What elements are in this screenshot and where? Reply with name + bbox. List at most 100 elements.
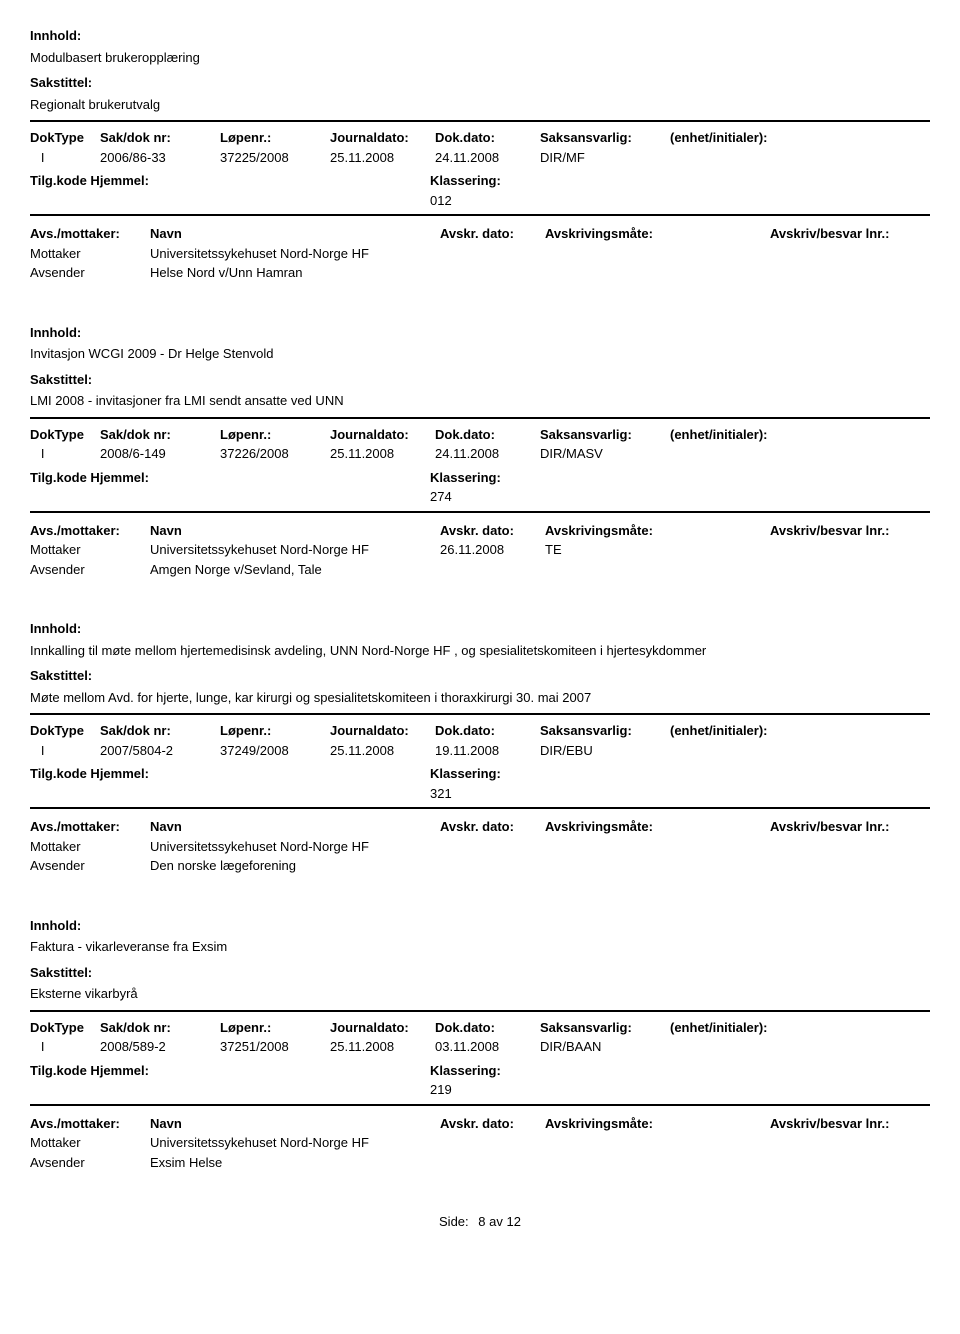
party-role: Mottaker <box>30 540 150 560</box>
journaldato-value: 25.11.2008 <box>330 444 435 464</box>
saksansvarlig-value: DIR/MASV <box>540 444 670 464</box>
sakstittel-value: LMI 2008 - invitasjoner fra LMI sendt an… <box>30 391 930 411</box>
innhold-label: Innhold: <box>30 323 930 343</box>
enhet-header: (enhet/initialer): <box>670 721 830 741</box>
doktype-header: DokType <box>30 721 100 741</box>
innhold-label: Innhold: <box>30 619 930 639</box>
party-role: Mottaker <box>30 837 150 857</box>
meta-header: DokTypeSak/dok nr:Løpenr.:Journaldato:Do… <box>30 721 930 741</box>
divider <box>30 1010 930 1012</box>
sakstittel-label: Sakstittel: <box>30 963 930 983</box>
enhet-header: (enhet/initialer): <box>670 425 830 445</box>
doktype-value: I <box>30 741 100 761</box>
sakdok-value: 2008/589-2 <box>100 1037 220 1057</box>
dokdato-value: 03.11.2008 <box>435 1037 540 1057</box>
lopenr-header: Løpenr.: <box>220 128 330 148</box>
party-role: Mottaker <box>30 1133 150 1153</box>
footer-side-label: Side: <box>439 1214 469 1229</box>
tilgkode-label: Tilg.kode Hjemmel: <box>30 1061 430 1081</box>
party-avskrdato <box>440 263 545 283</box>
party-avskrdato <box>440 1153 545 1173</box>
dokdato-value: 19.11.2008 <box>435 741 540 761</box>
innhold-label: Innhold: <box>30 26 930 46</box>
avsmottaker-header: Avs./mottaker: <box>30 817 150 837</box>
avskrivningsmate-header: Avskrivingsmåte: <box>545 521 695 541</box>
tilgkode-label: Tilg.kode Hjemmel: <box>30 171 430 191</box>
party-header: Avs./mottaker:NavnAvskr. dato:Avskriving… <box>30 521 930 541</box>
party-row: AvsenderExsim Helse <box>30 1153 930 1173</box>
avsmottaker-header: Avs./mottaker: <box>30 1114 150 1134</box>
journaldato-header: Journaldato: <box>330 425 435 445</box>
footer-page: 8 <box>478 1214 485 1229</box>
dokdato-value: 24.11.2008 <box>435 148 540 168</box>
klassering-label: Klassering: <box>430 764 501 784</box>
saksansvarlig-header: Saksansvarlig: <box>540 425 670 445</box>
lopenr-header: Løpenr.: <box>220 425 330 445</box>
avskrivningsmate-header: Avskrivingsmåte: <box>545 817 695 837</box>
sakstittel-value: Regionalt brukerutvalg <box>30 95 930 115</box>
sakstittel-label: Sakstittel: <box>30 73 930 93</box>
tilgkode-row: Tilg.kode Hjemmel:Klassering: <box>30 764 930 784</box>
sakdok-header: Sak/dok nr: <box>100 425 220 445</box>
party-header: Avs./mottaker:NavnAvskr. dato:Avskriving… <box>30 1114 930 1134</box>
divider <box>30 1104 930 1106</box>
party-navn: Helse Nord v/Unn Hamran <box>150 263 440 283</box>
avskrivbesvar-header: Avskriv/besvar lnr.: <box>770 224 930 244</box>
party-role: Avsender <box>30 1153 150 1173</box>
lopenr-value: 37226/2008 <box>220 444 330 464</box>
party-role: Avsender <box>30 856 150 876</box>
divider <box>30 713 930 715</box>
enhet-header: (enhet/initialer): <box>670 1018 830 1038</box>
party-navn: Universitetssykehuset Nord-Norge HF <box>150 1133 440 1153</box>
innhold-value: Modulbasert brukeropplæring <box>30 48 930 68</box>
sakdok-header: Sak/dok nr: <box>100 721 220 741</box>
klassering-label: Klassering: <box>430 171 501 191</box>
saksansvarlig-header: Saksansvarlig: <box>540 128 670 148</box>
dokdato-header: Dok.dato: <box>435 721 540 741</box>
saksansvarlig-header: Saksansvarlig: <box>540 1018 670 1038</box>
footer-av-label: av <box>489 1214 506 1229</box>
journal-record: Innhold:Invitasjon WCGI 2009 - Dr Helge … <box>30 323 930 580</box>
avskrdato-header: Avskr. dato: <box>440 521 545 541</box>
page-footer: Side: 8 av 12 <box>30 1212 930 1232</box>
innhold-value: Invitasjon WCGI 2009 - Dr Helge Stenvold <box>30 344 930 364</box>
party-avskrmate: TE <box>545 540 695 560</box>
meta-row: I2006/86-3337225/200825.11.200824.11.200… <box>30 148 930 168</box>
klassering-value: 321 <box>430 784 930 804</box>
avskrivbesvar-header: Avskriv/besvar lnr.: <box>770 817 930 837</box>
party-avskrmate <box>545 560 695 580</box>
dokdato-header: Dok.dato: <box>435 1018 540 1038</box>
party-row: AvsenderAmgen Norge v/Sevland, Tale <box>30 560 930 580</box>
sakstittel-label: Sakstittel: <box>30 370 930 390</box>
avskrdato-header: Avskr. dato: <box>440 224 545 244</box>
tilgkode-row: Tilg.kode Hjemmel:Klassering: <box>30 1061 930 1081</box>
party-navn: Exsim Helse <box>150 1153 440 1173</box>
dokdato-header: Dok.dato: <box>435 425 540 445</box>
meta-header: DokTypeSak/dok nr:Løpenr.:Journaldato:Do… <box>30 128 930 148</box>
sakdok-value: 2006/86-33 <box>100 148 220 168</box>
lopenr-header: Løpenr.: <box>220 1018 330 1038</box>
klassering-value: 274 <box>430 487 930 507</box>
party-avskrmate <box>545 1133 695 1153</box>
sakdok-header: Sak/dok nr: <box>100 1018 220 1038</box>
party-header: Avs./mottaker:NavnAvskr. dato:Avskriving… <box>30 817 930 837</box>
tilgkode-row: Tilg.kode Hjemmel:Klassering: <box>30 468 930 488</box>
navn-header: Navn <box>150 224 440 244</box>
meta-row: I2008/589-237251/200825.11.200803.11.200… <box>30 1037 930 1057</box>
sakstittel-value: Eksterne vikarbyrå <box>30 984 930 1004</box>
journal-record: Innhold:Innkalling til møte mellom hjert… <box>30 619 930 876</box>
meta-row: I2008/6-14937226/200825.11.200824.11.200… <box>30 444 930 464</box>
footer-total: 12 <box>507 1214 521 1229</box>
party-navn: Universitetssykehuset Nord-Norge HF <box>150 244 440 264</box>
doktype-header: DokType <box>30 128 100 148</box>
divider <box>30 511 930 513</box>
journaldato-value: 25.11.2008 <box>330 1037 435 1057</box>
klassering-value: 012 <box>430 191 930 211</box>
meta-header: DokTypeSak/dok nr:Løpenr.:Journaldato:Do… <box>30 425 930 445</box>
avsmottaker-header: Avs./mottaker: <box>30 521 150 541</box>
party-avskrmate <box>545 856 695 876</box>
journaldato-header: Journaldato: <box>330 128 435 148</box>
sakstittel-label: Sakstittel: <box>30 666 930 686</box>
party-navn: Den norske lægeforening <box>150 856 440 876</box>
saksansvarlig-value: DIR/EBU <box>540 741 670 761</box>
